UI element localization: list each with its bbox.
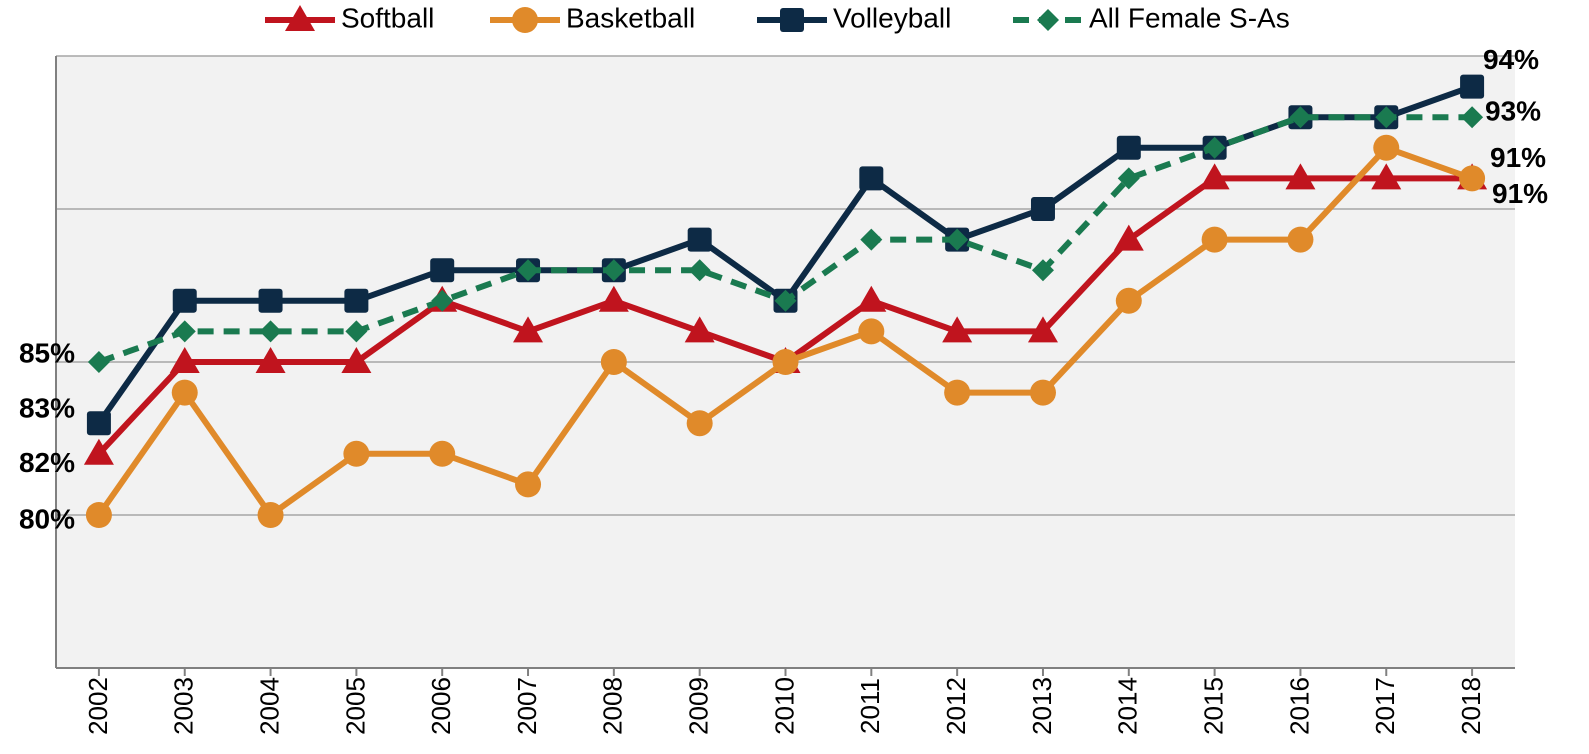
x-tick-label: 2016 (1284, 677, 1314, 735)
data-point (1373, 134, 1400, 161)
data-point (171, 379, 198, 406)
legend-marker (285, 5, 315, 31)
legend-marker (780, 8, 804, 32)
data-label: 91% (1490, 142, 1546, 173)
x-tick-label: 2002 (83, 677, 113, 735)
data-point (87, 351, 110, 373)
legend-label: Basketball (566, 2, 695, 33)
x-tick-label: 2004 (254, 677, 284, 735)
data-point (1031, 259, 1054, 282)
data-point (598, 285, 629, 312)
data-point (85, 502, 112, 528)
data-point (946, 228, 969, 251)
data-point (341, 347, 372, 373)
data-point (1113, 224, 1144, 251)
data-point (1375, 106, 1398, 129)
data-point (1371, 163, 1402, 190)
x-tick-label: 2017 (1370, 677, 1400, 735)
data-point (1201, 226, 1228, 253)
legend-label: Volleyball (833, 2, 951, 33)
data-point (259, 320, 282, 343)
data-point (859, 166, 884, 191)
data-point (602, 259, 625, 282)
data-point (1115, 287, 1142, 314)
data-label: 94% (1483, 44, 1539, 75)
x-tick-label: 2018 (1456, 677, 1486, 735)
data-point (83, 438, 114, 465)
data-point (1027, 316, 1058, 343)
data-point (686, 410, 713, 437)
data-label: 91% (1492, 178, 1548, 209)
data-point (774, 289, 797, 312)
data-point (860, 228, 883, 251)
data-point (1116, 135, 1141, 160)
data-label: 80% (19, 503, 75, 534)
data-point (430, 258, 455, 283)
data-point (1287, 226, 1314, 253)
data-point (173, 320, 196, 343)
data-point (1029, 379, 1056, 406)
x-tick-label: 2008 (598, 677, 628, 735)
data-point (688, 259, 711, 282)
data-point (1117, 167, 1140, 190)
data-point (687, 227, 712, 252)
data-point (258, 288, 283, 313)
data-point (431, 289, 454, 312)
data-point (169, 347, 200, 373)
series (87, 106, 1484, 373)
legend-label: Softball (341, 2, 434, 33)
x-tick-label: 2006 (426, 677, 456, 735)
data-point (600, 349, 627, 375)
data-point (1285, 163, 1316, 190)
data-point (429, 440, 456, 467)
x-tick-label: 2015 (1198, 677, 1228, 735)
x-tick-label: 2003 (169, 677, 199, 735)
data-point (343, 440, 370, 467)
data-point (345, 320, 368, 343)
x-tick-label: 2012 (941, 677, 971, 735)
legend-label: All Female S-As (1089, 2, 1290, 33)
data-label: 93% (1485, 96, 1541, 127)
x-tick-label: 2007 (512, 677, 542, 735)
data-point (257, 502, 284, 528)
data-point (1030, 197, 1055, 221)
data-point (172, 288, 197, 313)
data-point (1199, 163, 1230, 190)
x-tick-label: 2014 (1113, 677, 1143, 735)
data-point (1459, 165, 1486, 192)
data-point (1460, 74, 1485, 99)
legend-marker (512, 7, 538, 33)
series (85, 134, 1486, 528)
data-point (856, 285, 887, 312)
data-label: 82% (19, 447, 75, 478)
data-label: 83% (19, 393, 75, 424)
data-point (684, 316, 715, 343)
x-tick-label: 2009 (684, 677, 714, 735)
data-point (513, 316, 544, 343)
legend-marker (1037, 9, 1059, 31)
data-label: 85% (19, 337, 75, 368)
data-point (1461, 106, 1484, 129)
data-point (1203, 136, 1226, 159)
x-tick-label: 2013 (1027, 677, 1057, 735)
data-point (858, 318, 885, 345)
data-point (515, 471, 542, 498)
x-tick-label: 2005 (340, 677, 370, 735)
data-point (942, 316, 973, 343)
data-point (944, 379, 971, 406)
data-point (517, 259, 540, 282)
data-point (772, 349, 799, 375)
x-tick-label: 2010 (769, 677, 799, 735)
data-point (344, 288, 369, 313)
data-point (86, 411, 111, 436)
x-tick-label: 2011 (855, 678, 885, 734)
data-point (255, 347, 286, 373)
data-point (1289, 106, 1312, 129)
